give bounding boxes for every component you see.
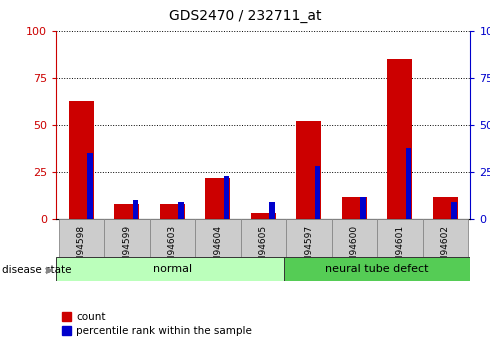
Text: GSM94605: GSM94605 bbox=[259, 225, 268, 274]
Bar bbox=[114, 204, 139, 219]
FancyBboxPatch shape bbox=[332, 219, 377, 257]
FancyBboxPatch shape bbox=[104, 219, 149, 257]
Bar bbox=[205, 178, 230, 219]
FancyBboxPatch shape bbox=[241, 219, 286, 257]
Bar bbox=[315, 166, 320, 219]
Bar bbox=[296, 121, 321, 219]
Bar bbox=[178, 202, 184, 219]
Text: GSM94600: GSM94600 bbox=[350, 225, 359, 274]
Text: GSM94602: GSM94602 bbox=[441, 225, 450, 274]
Bar bbox=[361, 197, 366, 219]
Bar bbox=[270, 202, 275, 219]
Bar bbox=[69, 101, 94, 219]
FancyBboxPatch shape bbox=[59, 219, 104, 257]
Text: normal: normal bbox=[153, 264, 192, 274]
Bar bbox=[433, 197, 458, 219]
Legend: count, percentile rank within the sample: count, percentile rank within the sample bbox=[62, 312, 252, 336]
Text: GSM94603: GSM94603 bbox=[168, 225, 177, 274]
Text: GSM94601: GSM94601 bbox=[395, 225, 404, 274]
FancyBboxPatch shape bbox=[195, 219, 241, 257]
Bar bbox=[160, 204, 185, 219]
Bar bbox=[342, 197, 367, 219]
Text: GSM94599: GSM94599 bbox=[122, 225, 131, 274]
Bar bbox=[56, 257, 289, 281]
Bar bbox=[388, 59, 413, 219]
Bar bbox=[87, 153, 93, 219]
Text: GDS2470 / 232711_at: GDS2470 / 232711_at bbox=[169, 9, 321, 23]
Text: GSM94604: GSM94604 bbox=[213, 225, 222, 274]
FancyBboxPatch shape bbox=[377, 219, 422, 257]
FancyBboxPatch shape bbox=[149, 219, 195, 257]
Text: GSM94597: GSM94597 bbox=[304, 225, 314, 274]
Text: ▶: ▶ bbox=[46, 265, 53, 275]
Bar bbox=[406, 148, 412, 219]
Text: neural tube defect: neural tube defect bbox=[325, 264, 429, 274]
FancyBboxPatch shape bbox=[422, 219, 468, 257]
FancyBboxPatch shape bbox=[286, 219, 332, 257]
Bar bbox=[251, 214, 276, 219]
Bar bbox=[451, 202, 457, 219]
Bar bbox=[284, 257, 470, 281]
Bar bbox=[133, 200, 138, 219]
Text: disease state: disease state bbox=[2, 265, 72, 275]
Bar bbox=[224, 176, 229, 219]
Text: GSM94598: GSM94598 bbox=[77, 225, 86, 274]
